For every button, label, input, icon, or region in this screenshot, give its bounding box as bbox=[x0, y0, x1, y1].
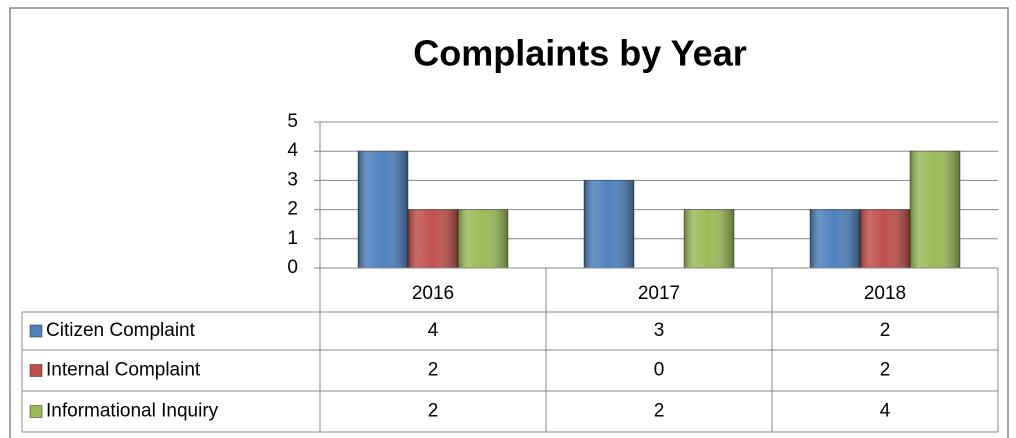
table-value: 2 bbox=[654, 401, 665, 422]
bar bbox=[357, 150, 409, 269]
bar bbox=[809, 209, 861, 269]
bar bbox=[909, 150, 961, 269]
table-value: 2 bbox=[880, 320, 891, 341]
y-tick-label: 4 bbox=[287, 140, 298, 161]
bar bbox=[583, 179, 635, 269]
y-tick-label: 2 bbox=[287, 199, 298, 220]
chart-border bbox=[9, 7, 1009, 438]
table-value: 2 bbox=[880, 360, 891, 381]
table-value: 0 bbox=[654, 360, 665, 381]
table-value: 2 bbox=[428, 401, 439, 422]
bar bbox=[407, 209, 459, 269]
x-tick-label: 2017 bbox=[638, 283, 680, 304]
bar bbox=[457, 209, 509, 269]
table-value: 4 bbox=[880, 401, 891, 422]
table-value: 2 bbox=[428, 360, 439, 381]
legend-label: Informational Inquiry bbox=[46, 401, 219, 422]
y-tick-label: 1 bbox=[287, 228, 298, 249]
bar bbox=[683, 209, 735, 269]
legend-label: Citizen Complaint bbox=[46, 320, 196, 341]
x-tick-label: 2016 bbox=[412, 283, 454, 304]
legend-label: Internal Complaint bbox=[46, 360, 201, 381]
table-value: 4 bbox=[428, 320, 439, 341]
table-value: 3 bbox=[654, 320, 665, 341]
y-tick-label: 3 bbox=[287, 169, 298, 190]
legend-key bbox=[29, 405, 43, 418]
x-tick-label: 2018 bbox=[864, 283, 906, 304]
legend-key bbox=[29, 324, 43, 338]
y-tick-label: 0 bbox=[287, 257, 298, 278]
legend-key bbox=[29, 364, 43, 377]
y-tick-label: 5 bbox=[287, 111, 298, 132]
bar bbox=[859, 209, 911, 269]
chart-title: Complaints by Year bbox=[413, 33, 746, 74]
